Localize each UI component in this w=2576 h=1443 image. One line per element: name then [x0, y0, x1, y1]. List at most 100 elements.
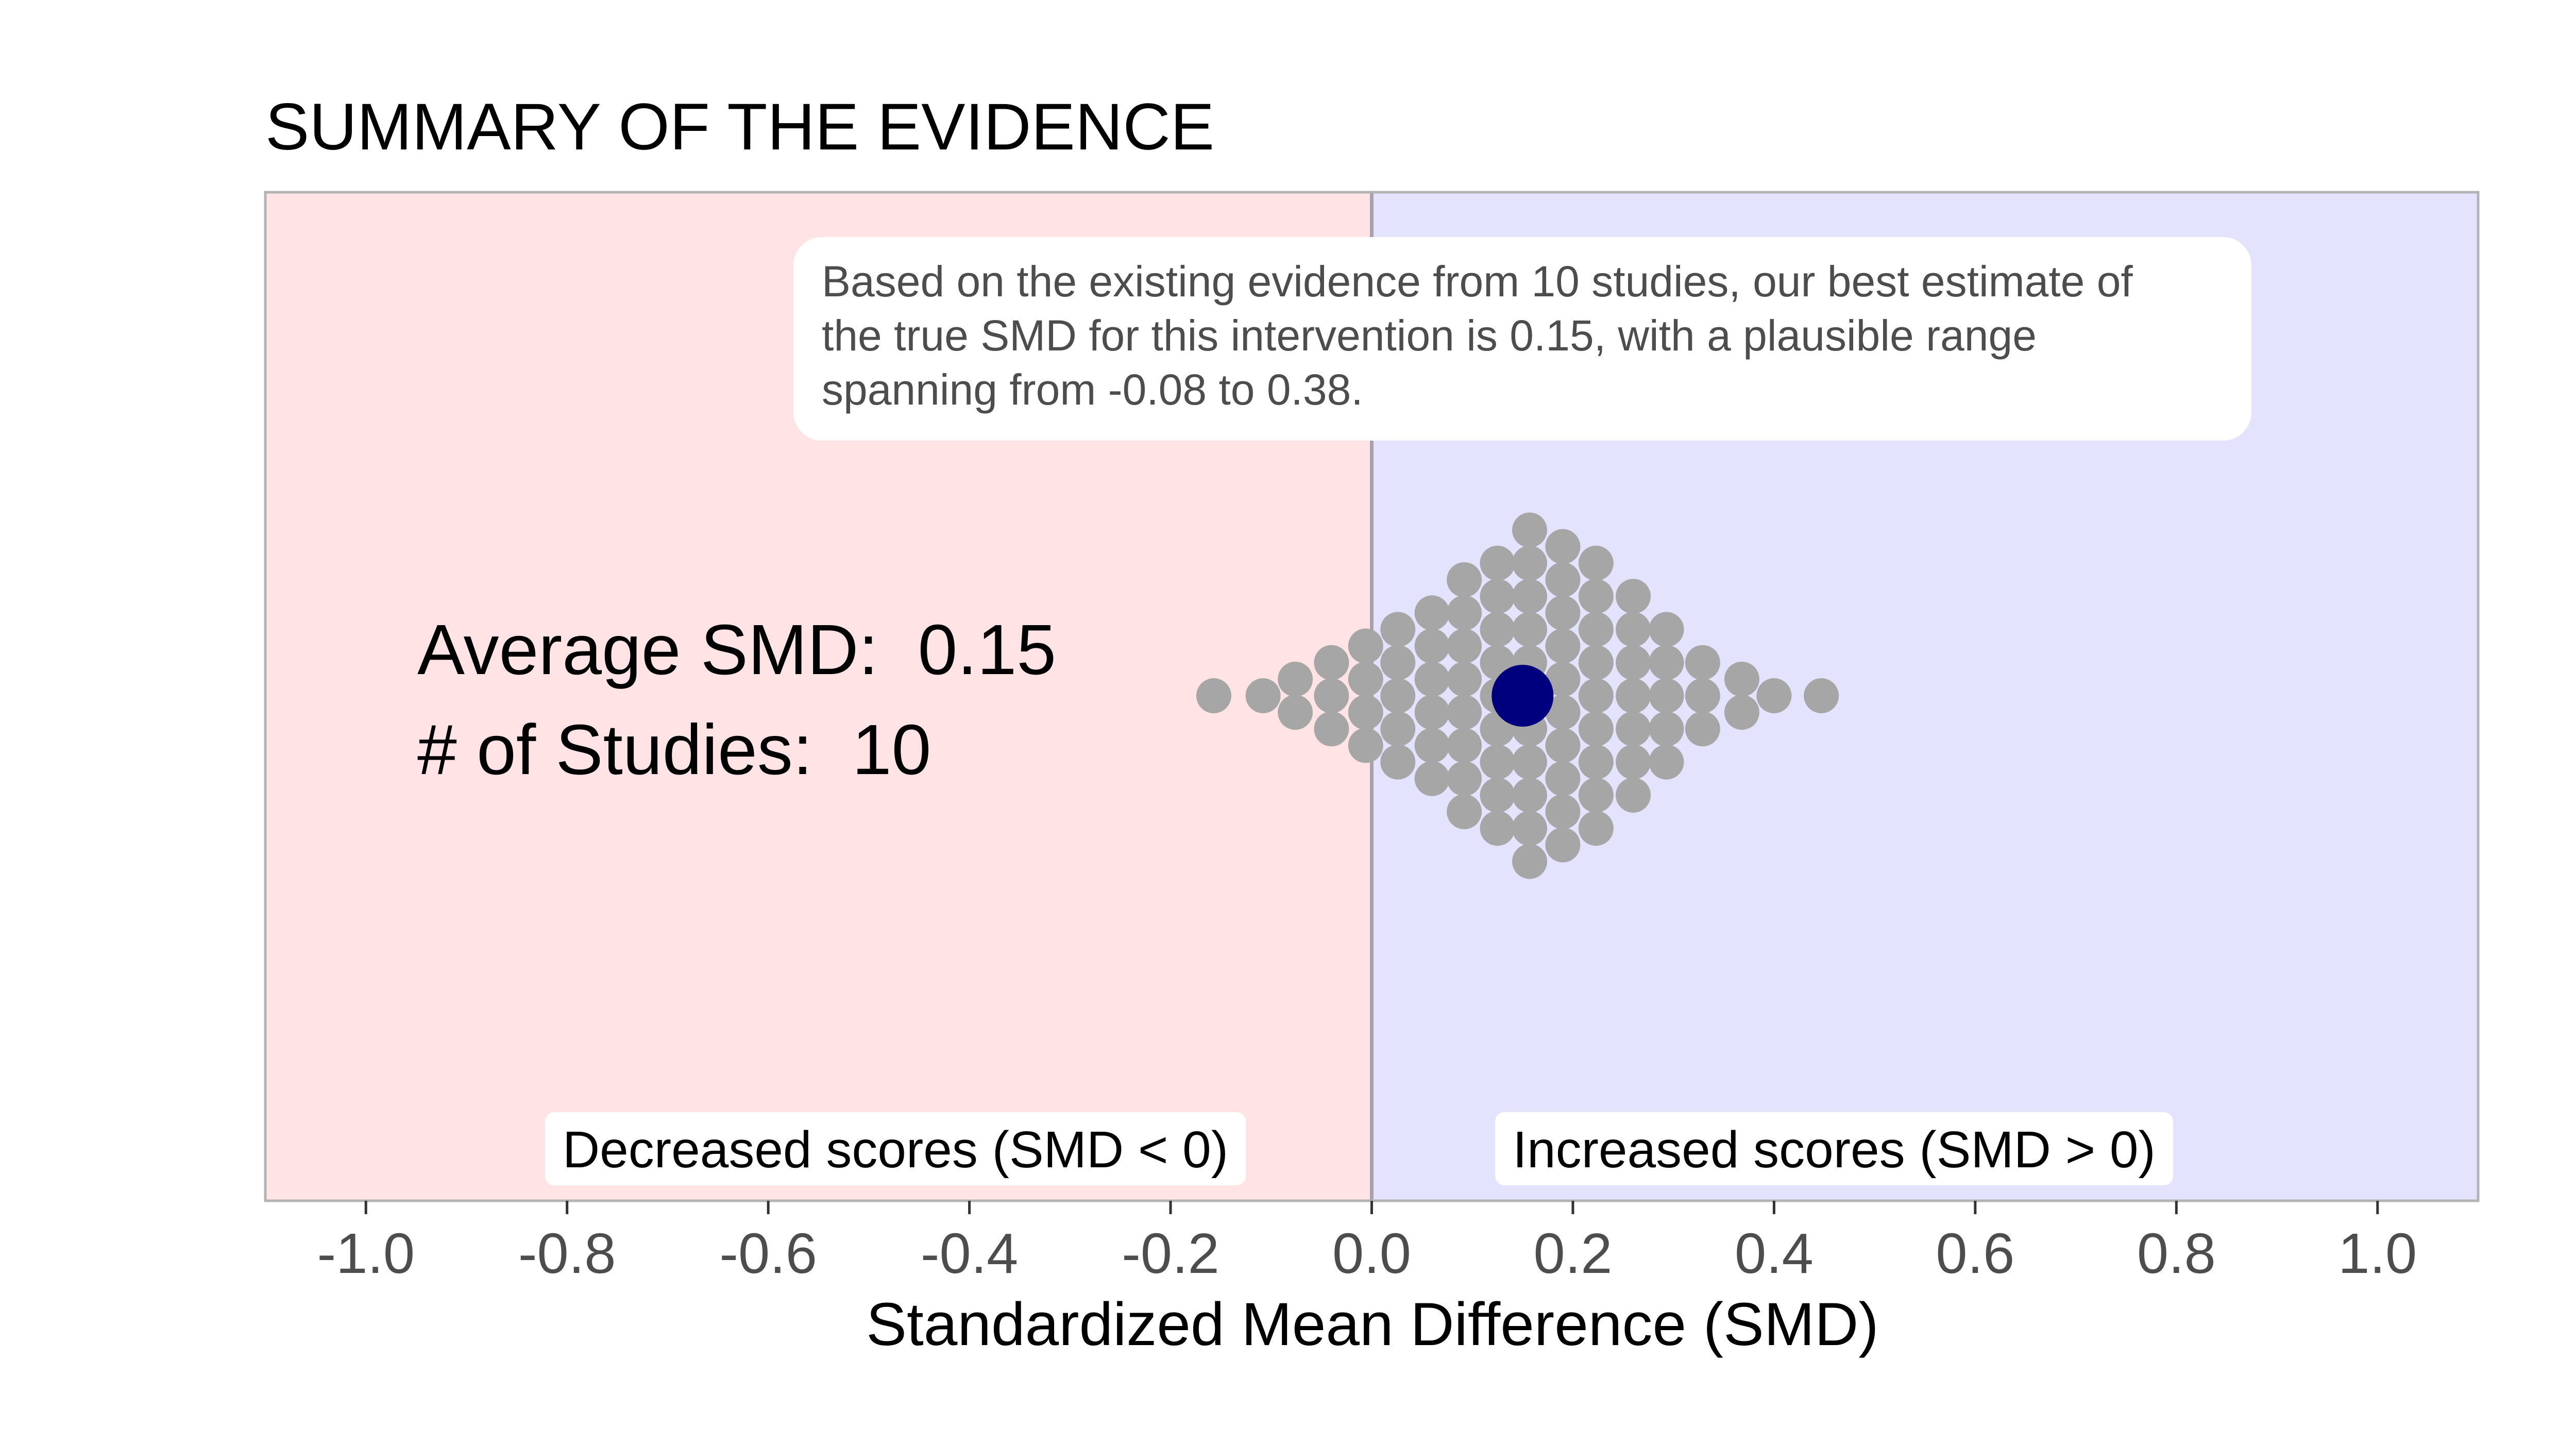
region-label-decreased: Decreased scores (SMD < 0): [545, 1112, 1246, 1185]
sample-dot: [1545, 794, 1581, 830]
sample-dot: [1512, 612, 1548, 647]
sample-dot: [1545, 695, 1581, 730]
sample-dot: [1447, 794, 1482, 830]
callout-line: spanning from -0.08 to 0.38.: [822, 365, 1363, 414]
sample-dot: [1447, 695, 1482, 730]
sample-dot: [1512, 579, 1548, 614]
sample-dot: [1414, 695, 1450, 730]
sample-dot: [1578, 645, 1614, 680]
x-tick-label: 0.0: [1332, 1222, 1411, 1285]
x-tick-label: -0.8: [518, 1222, 616, 1285]
sample-dot: [1414, 628, 1450, 664]
region-label-background: [545, 1112, 1246, 1185]
sample-dot: [1348, 628, 1383, 664]
sample-dot: [1685, 678, 1720, 713]
sample-dot: [1616, 777, 1651, 813]
sample-dot: [1649, 645, 1684, 680]
sample-dot: [1314, 645, 1349, 680]
sample-dot: [1685, 711, 1720, 747]
sample-dot: [1447, 562, 1482, 597]
sample-dot: [1545, 529, 1581, 564]
sample-dot: [1545, 661, 1581, 697]
region-label-increased: Increased scores (SMD > 0): [1495, 1112, 2173, 1185]
x-axis-ticks: -1.0 -0.8 -0.6 -0.4 -0.2 0.0 0.2 0.4 0.6 0.8 1.0: [317, 1201, 2417, 1285]
sample-dot: [1447, 661, 1482, 697]
sample-dot: [1380, 678, 1416, 713]
sample-dot: [1348, 728, 1383, 763]
x-tick-label: 1.0: [2338, 1222, 2417, 1285]
sample-dot: [1278, 695, 1313, 730]
callout-line: Based on the existing evidence from 10 s…: [822, 257, 2133, 306]
callout-line: the true SMD for this intervention is 0.…: [822, 311, 2037, 360]
sample-dot: [1512, 844, 1548, 879]
sample-dot: [1447, 628, 1482, 664]
sample-dot: [1278, 661, 1313, 697]
sample-dot: [1616, 744, 1651, 780]
sample-dot: [1545, 562, 1581, 597]
sample-dot: [1578, 545, 1614, 581]
region-label-text: Decreased scores (SMD < 0): [563, 1121, 1228, 1179]
sample-dots-layer: [1196, 512, 1839, 879]
sample-dot: [1480, 545, 1515, 581]
sample-dot: [1414, 728, 1450, 763]
sample-dot: [1545, 827, 1581, 863]
sample-dot: [1512, 811, 1548, 846]
sample-dot: [1649, 612, 1684, 647]
sample-dot: [1380, 612, 1416, 647]
sample-dot: [1649, 744, 1684, 780]
sample-dot: [1545, 595, 1581, 631]
sample-dot: [1578, 711, 1614, 747]
chart-title: SUMMARY OF THE EVIDENCE: [265, 90, 1214, 164]
sample-dot: [1480, 777, 1515, 813]
sample-dot: [1545, 728, 1581, 763]
sample-dot: [1616, 579, 1651, 614]
sample-dot: [1314, 678, 1349, 713]
sample-dot: [1447, 595, 1482, 631]
sample-dot: [1480, 579, 1515, 614]
sample-dot: [1414, 761, 1450, 796]
sample-dot: [1578, 744, 1614, 780]
study-count-label: # of Studies: 10: [417, 710, 931, 790]
average-smd-label: Average SMD: 0.15: [417, 610, 1056, 690]
sample-dot: [1447, 728, 1482, 763]
sample-dot: [1578, 678, 1614, 713]
sample-dot: [1380, 711, 1416, 747]
x-tick-label: 0.4: [1735, 1222, 1814, 1285]
sample-dot: [1414, 595, 1450, 631]
sample-dot: [1314, 711, 1349, 747]
sample-dot: [1616, 645, 1651, 680]
callout-background: [793, 237, 2251, 441]
sample-dot: [1414, 661, 1450, 697]
sample-dot: [1616, 612, 1651, 647]
sample-dot: [1616, 678, 1651, 713]
sample-dot: [1649, 678, 1684, 713]
x-tick-label: -0.6: [719, 1222, 817, 1285]
x-tick-label: -0.4: [921, 1222, 1019, 1285]
sample-dot: [1480, 744, 1515, 780]
sample-dot: [1578, 579, 1614, 614]
sample-dot: [1348, 695, 1383, 730]
sample-dot: [1380, 645, 1416, 680]
sample-dot: [1512, 545, 1548, 581]
x-tick-label: 0.8: [2137, 1222, 2216, 1285]
callout-box: Based on the existing evidence from 10 s…: [793, 237, 2251, 441]
sample-dot: [1616, 711, 1651, 747]
estimate-point: [1492, 665, 1554, 727]
sample-dot: [1804, 678, 1839, 713]
region-label-text: Increased scores (SMD > 0): [1513, 1121, 2156, 1179]
sample-dot: [1685, 645, 1720, 680]
sample-dot: [1649, 711, 1684, 747]
sample-dot: [1578, 811, 1614, 846]
sample-dot: [1512, 744, 1548, 780]
sample-dot: [1578, 612, 1614, 647]
sample-dot: [1545, 628, 1581, 664]
sample-dot: [1447, 761, 1482, 796]
sample-dot: [1348, 661, 1383, 697]
sample-dot: [1245, 678, 1281, 713]
sample-dot: [1196, 678, 1231, 713]
sample-dot: [1724, 661, 1759, 697]
x-tick-label: -1.0: [317, 1222, 415, 1285]
region-labels-layer: Decreased scores (SMD < 0) Increased scor…: [545, 1112, 2173, 1185]
sample-dot: [1578, 777, 1614, 813]
